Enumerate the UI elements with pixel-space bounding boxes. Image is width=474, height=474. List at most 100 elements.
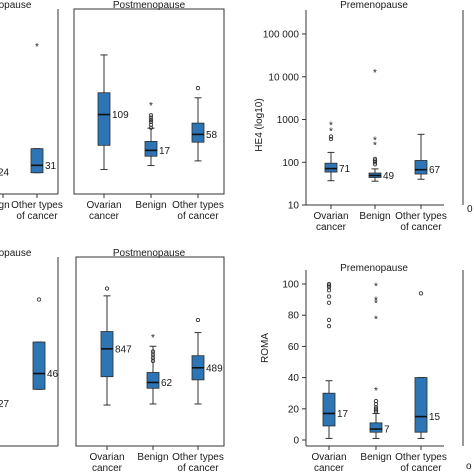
y-axis-label: HE4 (log10) — [254, 98, 265, 151]
outlier-circle — [326, 323, 332, 329]
category-label: Benign — [137, 452, 168, 463]
outlier-circle — [372, 156, 378, 162]
outlier-circle — [150, 349, 156, 354]
panel-title: Postmenopause — [113, 248, 186, 259]
panel-title: Premenopause — [340, 0, 408, 11]
category-label: Other types — [172, 452, 224, 463]
box-0: 71 ** — [324, 121, 351, 182]
outlier-circle — [328, 136, 334, 142]
box-1: 49*** — [368, 68, 395, 182]
median-label: 24 — [0, 167, 10, 178]
outlier-star: * — [373, 141, 377, 152]
y-tick-label: 10 000 — [268, 72, 299, 83]
outlier-circle — [195, 85, 201, 91]
outlier-star: * — [35, 42, 39, 53]
category-label: Other types — [395, 452, 447, 463]
median-label: 15 — [429, 412, 441, 423]
category-label: Benign — [359, 211, 390, 222]
panel-frame — [75, 256, 225, 447]
box-2: 15 — [414, 291, 441, 439]
outlier-circle — [328, 134, 334, 139]
category-label-line2: cancer — [316, 222, 347, 233]
category-label-line2: of cancer — [400, 222, 442, 233]
box-iqr — [324, 162, 338, 173]
category-label-line2: of cancer — [400, 463, 442, 474]
category-label: Benign — [360, 452, 391, 463]
outlier-star: * — [149, 101, 153, 112]
outlier-star: * — [374, 386, 378, 397]
box-iqr — [414, 377, 428, 433]
box-iqr — [146, 372, 160, 389]
box-iqr — [30, 148, 44, 174]
panel-title: Postmenopause — [113, 0, 186, 11]
box-0: 17 — [322, 281, 349, 439]
y-tick-label: 20 — [288, 404, 300, 415]
median-label: 71 — [339, 164, 351, 175]
median-label: 7 — [384, 425, 390, 436]
category-label: Ovarian — [89, 452, 124, 463]
box-iqr — [100, 331, 114, 378]
clipped-label-bottom: o — [466, 461, 472, 472]
panel-title: Premenopause — [340, 263, 408, 274]
box-iqr — [369, 422, 383, 433]
outlier-circle — [148, 115, 154, 120]
box-1: 31 * — [30, 42, 57, 174]
median-label: 62 — [161, 378, 173, 389]
y-tick-label: 40 — [288, 373, 300, 384]
outlier-circle — [36, 297, 42, 302]
y-tick-label: 100 — [282, 158, 299, 169]
box-1: 46 — [32, 297, 59, 390]
outlier-circle — [148, 113, 154, 118]
median-label: 31 — [45, 161, 57, 172]
median-label: 17 — [159, 146, 171, 157]
outlier-circle — [326, 283, 332, 288]
median-label: 67 — [429, 165, 441, 176]
outlier-circle — [148, 119, 154, 125]
box-0: 109 — [97, 54, 129, 170]
category-label: Benign — [135, 200, 166, 211]
y-tick-label: 0 — [293, 436, 299, 447]
category-label: ign — [0, 200, 10, 211]
box-1: 7***** — [369, 282, 390, 439]
panel-p6: Premenopause ROMA 0 20 40 60 80 100 Ovariancance… — [260, 263, 447, 474]
median-label: 489 — [206, 363, 223, 374]
y-tick-label: 80 — [288, 311, 300, 322]
category-label: Ovarian — [86, 200, 121, 211]
median-label: 27 — [0, 399, 10, 410]
outlier-circle — [373, 398, 379, 404]
outlier-star: * — [329, 121, 333, 132]
y-tick-label: 100 — [282, 280, 299, 291]
category-label: Other types — [172, 200, 224, 211]
box-iqr — [191, 122, 205, 143]
box-0: 24 — [0, 167, 10, 178]
box-iqr — [322, 392, 336, 427]
box-iqr — [414, 160, 428, 175]
median-label: 847 — [115, 344, 132, 355]
outlier-circle — [195, 317, 201, 323]
category-label: Other types — [395, 211, 447, 222]
y-tick-label: 1000 — [277, 115, 300, 126]
median-label: 109 — [112, 110, 129, 121]
outlier-circle — [372, 158, 378, 163]
panel-p3: Premenopause HE4 (log10) 10 100 1000 10 000 10… — [254, 0, 447, 233]
category-label: Ovarian — [311, 452, 346, 463]
category-label: Other types — [11, 200, 63, 211]
outlier-circle — [326, 294, 332, 299]
box-iqr — [144, 141, 158, 157]
outlier-star: * — [374, 299, 378, 310]
outlier-star: * — [374, 282, 378, 293]
panel-title: opause — [0, 248, 32, 259]
clipped-label-top: 0 — [467, 204, 473, 215]
outlier-star: * — [329, 126, 333, 137]
category-label: Ovarian — [313, 211, 348, 222]
median-label: 17 — [337, 409, 349, 420]
category-label-line2: cancer — [92, 463, 123, 474]
box-1: 62 * — [146, 333, 173, 405]
category-label-line2: cancer — [314, 463, 345, 474]
outlier-circle — [418, 291, 424, 296]
box-2: 489 — [191, 317, 223, 405]
box-0: 847 — [100, 286, 132, 406]
